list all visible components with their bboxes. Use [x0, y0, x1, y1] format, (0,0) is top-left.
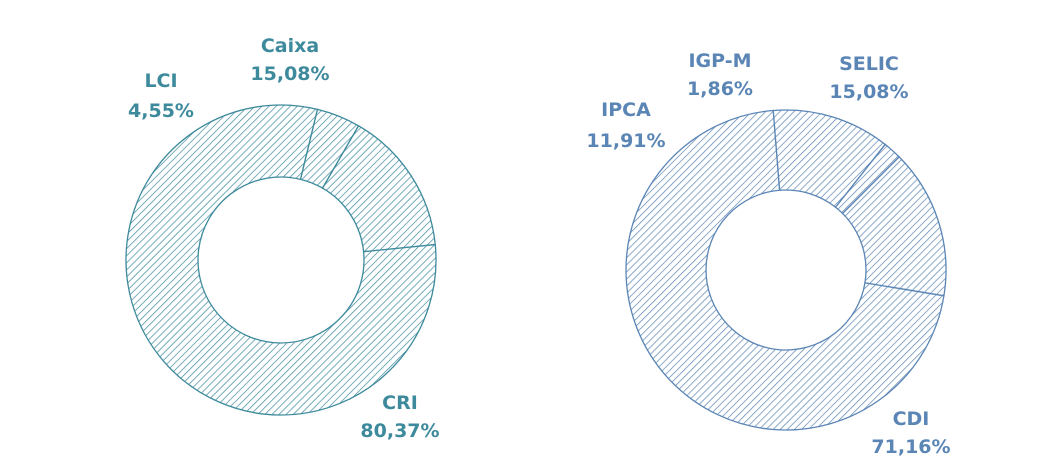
slice-lci [299, 108, 360, 190]
value-cri: 80,37% [360, 420, 439, 442]
value-cdi: 71,16% [871, 436, 950, 458]
value-caixa: 15,08% [250, 63, 329, 85]
value-igpm: 1,86% [687, 78, 753, 100]
label-ipca: IPCA [601, 99, 651, 121]
label-lci: LCI [144, 70, 177, 92]
value-lci: 4,55% [128, 100, 194, 122]
label-cdi: CDI [893, 408, 930, 430]
value-ipca: 11,91% [586, 130, 665, 152]
label-selic: SELIC [839, 53, 899, 75]
label-cri: CRI [382, 392, 418, 414]
label-caixa: Caixa [261, 35, 319, 57]
donut-chart-allocation [125, 104, 437, 416]
donut-chart-indexers [625, 109, 947, 431]
slice-cri [125, 104, 437, 416]
value-selic: 15,08% [829, 81, 908, 103]
slice-cdi [625, 109, 945, 431]
label-igpm: IGP-M [688, 50, 751, 72]
slice-igp-m [834, 143, 901, 215]
